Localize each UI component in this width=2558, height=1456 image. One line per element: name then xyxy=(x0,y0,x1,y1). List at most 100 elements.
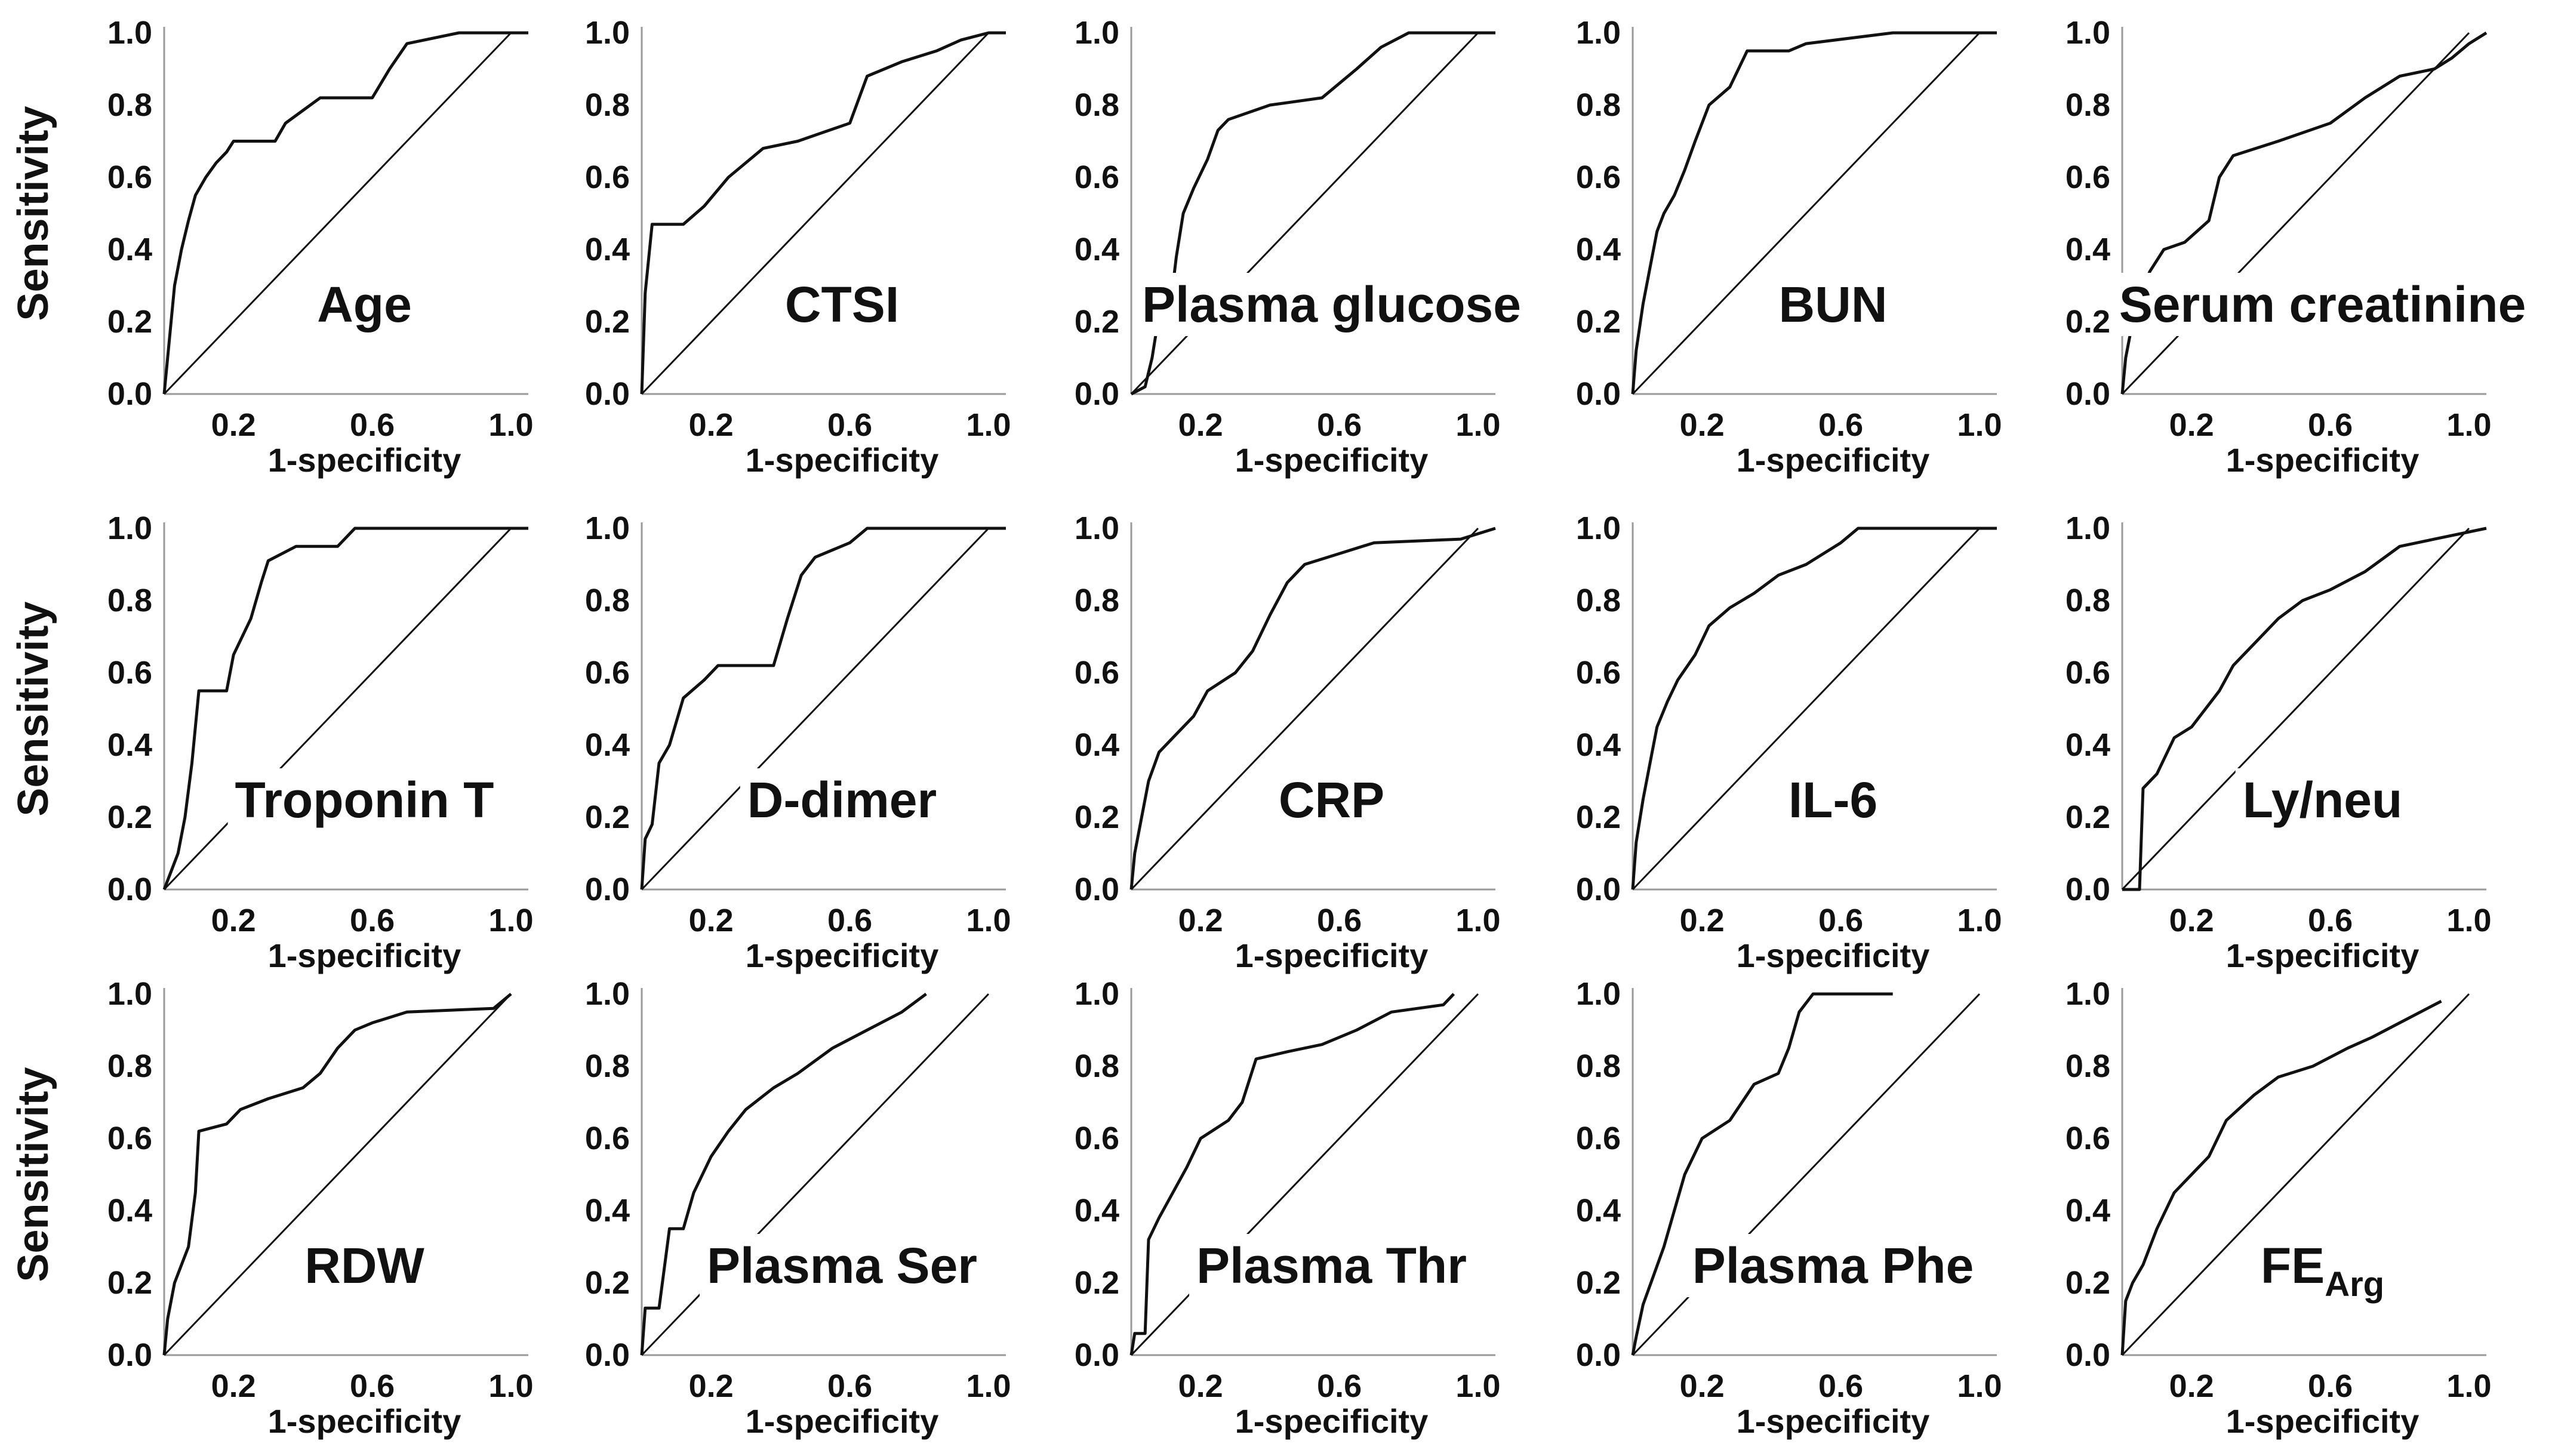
x-tick-label: 0.2 xyxy=(1178,903,1223,938)
y-tick-label: 0.6 xyxy=(585,159,630,195)
reference-diagonal xyxy=(641,32,990,395)
panel-label-background xyxy=(1685,1234,1981,1297)
roc-panel: 0.0 0.2 0.4 0.6 0.8 1.0 0.2 0.6 1.0 1-specificity… xyxy=(1075,510,1501,974)
y-tick-label: 0.4 xyxy=(2066,727,2110,763)
y-tick-label: 1.0 xyxy=(2066,15,2110,51)
reference-diagonal xyxy=(1130,527,1479,891)
panel-label: Ly/neu xyxy=(2243,772,2403,828)
y-tick-label: 0.0 xyxy=(2066,872,2110,907)
roc-panel: 0.0 0.2 0.4 0.6 0.8 1.0 0.2 0.6 1.0 1-specificity… xyxy=(1576,15,2002,479)
y-tick-label: 0.8 xyxy=(1075,1048,1119,1084)
x-tick-label: 0.6 xyxy=(1818,407,1863,443)
x-axis-label: 1-specificity xyxy=(746,1402,939,1440)
y-tick-label: 1.0 xyxy=(1576,976,1621,1012)
y-tick-label: 0.0 xyxy=(2066,1337,2110,1373)
panel-label-background xyxy=(227,768,501,832)
x-tick-label: 0.2 xyxy=(211,1368,256,1404)
x-axis-label: 1-specificity xyxy=(1737,441,1930,479)
y-tick-label: 1.0 xyxy=(2066,976,2110,1012)
y-tick-label: 0.4 xyxy=(585,232,630,267)
y-tick-label: 0.4 xyxy=(107,727,152,763)
y-tick-label: 0.6 xyxy=(107,1121,152,1156)
x-tick-label: 1.0 xyxy=(1957,903,2002,938)
y-tick-label: 0.4 xyxy=(585,727,630,763)
x-tick-label: 0.2 xyxy=(1178,407,1223,443)
y-tick-label: 0.0 xyxy=(107,1337,152,1373)
x-tick-label: 1.0 xyxy=(1957,1368,2002,1404)
y-tick-label: 0.0 xyxy=(1576,376,1621,412)
y-tick-label: 0.2 xyxy=(2066,304,2110,340)
row-ylabels: Sensitivity Sensitivity Sensitivity xyxy=(10,106,57,1282)
y-tick-label: 0.4 xyxy=(107,1193,152,1229)
x-axis-label: 1-specificity xyxy=(268,441,461,479)
panel-label-background xyxy=(1771,273,1895,336)
x-tick-label: 1.0 xyxy=(966,903,1011,938)
roc-panel: 0.0 0.2 0.4 0.6 0.8 1.0 0.2 0.6 1.0 1-specificity… xyxy=(2066,510,2492,974)
reference-diagonal xyxy=(2121,993,2470,1356)
x-tick-label: 1.0 xyxy=(1455,407,1500,443)
panel-label-background xyxy=(2253,1234,2392,1307)
panel-label-background xyxy=(2111,273,2534,336)
y-tick-label: 0.2 xyxy=(2066,1265,2110,1301)
y-tick-label: 0.6 xyxy=(2066,1121,2110,1156)
panel-label-background xyxy=(1135,273,1528,336)
y-tick-label: 0.6 xyxy=(585,1121,630,1156)
x-axis-label: 1-specificity xyxy=(2226,441,2420,479)
x-tick-label: 0.6 xyxy=(1317,1368,1362,1404)
panel-label-background xyxy=(1271,768,1392,832)
y-tick-label: 0.4 xyxy=(1075,232,1119,267)
roc-panels: 0.0 0.2 0.4 0.6 0.8 1.0 0.2 0.6 1.0 1-specificity… xyxy=(107,15,2534,1440)
y-tick-label: 0.4 xyxy=(2066,1193,2110,1229)
y-tick-label: 0.6 xyxy=(585,655,630,691)
panel-label: D-dimer xyxy=(747,772,937,828)
x-axis-label: 1-specificity xyxy=(1737,937,1930,974)
reference-diagonal xyxy=(163,993,512,1356)
x-tick-label: 0.2 xyxy=(211,407,256,443)
roc-panel: 0.0 0.2 0.4 0.6 0.8 1.0 0.2 0.6 1.0 1-specificity… xyxy=(1576,510,2002,974)
panel-label: Age xyxy=(317,276,412,333)
roc-panel: 0.0 0.2 0.4 0.6 0.8 1.0 0.2 0.6 1.0 1-specificity… xyxy=(1576,976,2002,1440)
panel-label: Serum creatinine xyxy=(2119,276,2526,333)
y-axis-label: Sensitivity xyxy=(10,106,57,321)
x-tick-label: 0.6 xyxy=(827,407,872,443)
y-tick-label: 1.0 xyxy=(585,510,630,546)
roc-panel: 0.0 0.2 0.4 0.6 0.8 1.0 0.2 0.6 1.0 1-specificity… xyxy=(2066,976,2492,1440)
y-tick-label: 0.0 xyxy=(1075,872,1119,907)
x-tick-label: 0.6 xyxy=(350,903,395,938)
roc-panel: 0.0 0.2 0.4 0.6 0.8 1.0 0.2 0.6 1.0 1-specificity… xyxy=(585,976,1011,1440)
x-tick-label: 1.0 xyxy=(2446,1368,2491,1404)
roc-curve xyxy=(1631,527,1997,890)
y-tick-label: 0.0 xyxy=(107,376,152,412)
y-tick-label: 0.0 xyxy=(585,376,630,412)
y-tick-label: 0.0 xyxy=(1576,1337,1621,1373)
y-tick-label: 0.2 xyxy=(107,1265,152,1301)
y-tick-label: 0.0 xyxy=(107,872,152,907)
x-tick-label: 1.0 xyxy=(966,1368,1011,1404)
x-tick-label: 0.6 xyxy=(1818,1368,1863,1404)
x-tick-label: 1.0 xyxy=(488,1368,533,1404)
x-tick-label: 0.6 xyxy=(827,1368,872,1404)
x-axis-label: 1-specificity xyxy=(746,937,939,974)
y-tick-label: 0.8 xyxy=(585,1048,630,1084)
y-tick-label: 1.0 xyxy=(585,976,630,1012)
panel-label: FEArg xyxy=(2261,1238,2384,1304)
x-axis-label: 1-specificity xyxy=(1235,1402,1429,1440)
x-tick-label: 0.6 xyxy=(350,1368,395,1404)
x-axis-label: 1-specificity xyxy=(268,937,461,974)
y-tick-label: 0.2 xyxy=(1075,1265,1119,1301)
y-tick-label: 0.2 xyxy=(1075,304,1119,340)
x-tick-label: 0.2 xyxy=(211,903,256,938)
x-tick-label: 1.0 xyxy=(488,407,533,443)
roc-panel: 0.0 0.2 0.4 0.6 0.8 1.0 0.2 0.6 1.0 1-specificity… xyxy=(585,510,1011,974)
panel-label: CTSI xyxy=(785,276,899,333)
x-tick-label: 0.2 xyxy=(1680,903,1725,938)
y-tick-label: 0.8 xyxy=(1075,87,1119,123)
y-tick-label: 0.4 xyxy=(1576,232,1621,267)
roc-curve xyxy=(640,527,1006,890)
y-tick-label: 1.0 xyxy=(2066,510,2110,546)
x-axis-label: 1-specificity xyxy=(1235,937,1429,974)
y-tick-label: 0.2 xyxy=(1576,304,1621,340)
roc-curve xyxy=(162,31,528,395)
roc-curve xyxy=(640,31,1006,395)
y-tick-label: 0.8 xyxy=(585,87,630,123)
